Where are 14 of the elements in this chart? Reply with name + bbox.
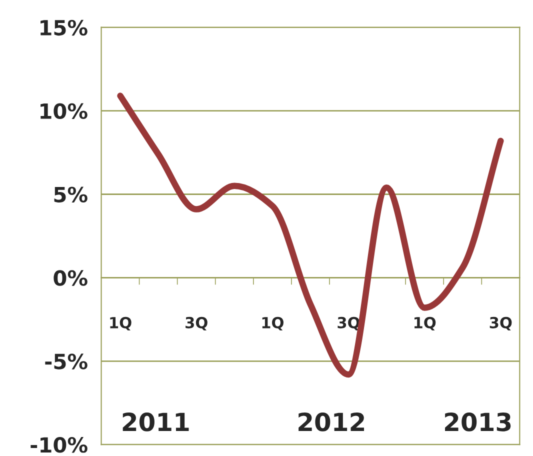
x-tick-label: 1Q xyxy=(262,316,284,330)
y-tick-label: 5% xyxy=(54,186,88,202)
x-tick-label: 1Q xyxy=(110,316,132,330)
y-tick-label: -5% xyxy=(45,354,88,370)
x-tick-label: 3Q xyxy=(490,316,512,330)
annotation: 2011 xyxy=(122,412,189,432)
x-tick-label: 3Q xyxy=(186,316,208,330)
annotation: 2012 xyxy=(298,412,364,432)
x-tick-label: 1Q xyxy=(414,316,436,330)
y-tick-label: 15% xyxy=(40,20,88,36)
y-tick-label: -10% xyxy=(30,437,88,453)
y-tick-label: 10% xyxy=(40,103,88,120)
annotation: 2013 xyxy=(445,412,511,432)
y-tick-label: 0% xyxy=(54,270,88,286)
